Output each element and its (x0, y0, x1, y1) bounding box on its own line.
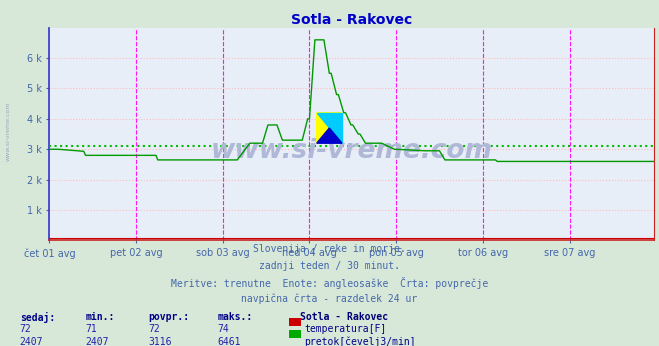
Text: pretok[čevelj3/min]: pretok[čevelj3/min] (304, 337, 416, 346)
Text: 74: 74 (217, 324, 229, 334)
Text: www.si-vreme.com: www.si-vreme.com (211, 138, 493, 164)
Text: navpična črta - razdelek 24 ur: navpična črta - razdelek 24 ur (241, 294, 418, 304)
Text: Slovenija / reke in morje.: Slovenija / reke in morje. (253, 244, 406, 254)
Text: temperatura[F]: temperatura[F] (304, 324, 387, 334)
Text: 72: 72 (148, 324, 160, 334)
Text: 2407: 2407 (86, 337, 109, 346)
Text: www.si-vreme.com: www.si-vreme.com (5, 102, 11, 161)
Text: min.:: min.: (86, 312, 115, 322)
Title: Sotla - Rakovec: Sotla - Rakovec (291, 12, 413, 27)
Text: Sotla - Rakovec: Sotla - Rakovec (300, 312, 388, 322)
Text: 2407: 2407 (20, 337, 43, 346)
Polygon shape (317, 128, 342, 143)
Text: 6461: 6461 (217, 337, 241, 346)
Text: Meritve: trenutne  Enote: angleosaške  Črta: povprečje: Meritve: trenutne Enote: angleosaške Črt… (171, 277, 488, 289)
Text: maks.:: maks.: (217, 312, 252, 322)
Text: zadnji teden / 30 minut.: zadnji teden / 30 minut. (259, 261, 400, 271)
Text: 72: 72 (20, 324, 32, 334)
Text: povpr.:: povpr.: (148, 312, 189, 322)
Text: 71: 71 (86, 324, 98, 334)
Text: 3116: 3116 (148, 337, 172, 346)
Polygon shape (317, 113, 342, 143)
Text: sedaj:: sedaj: (20, 312, 55, 323)
Polygon shape (317, 113, 342, 143)
